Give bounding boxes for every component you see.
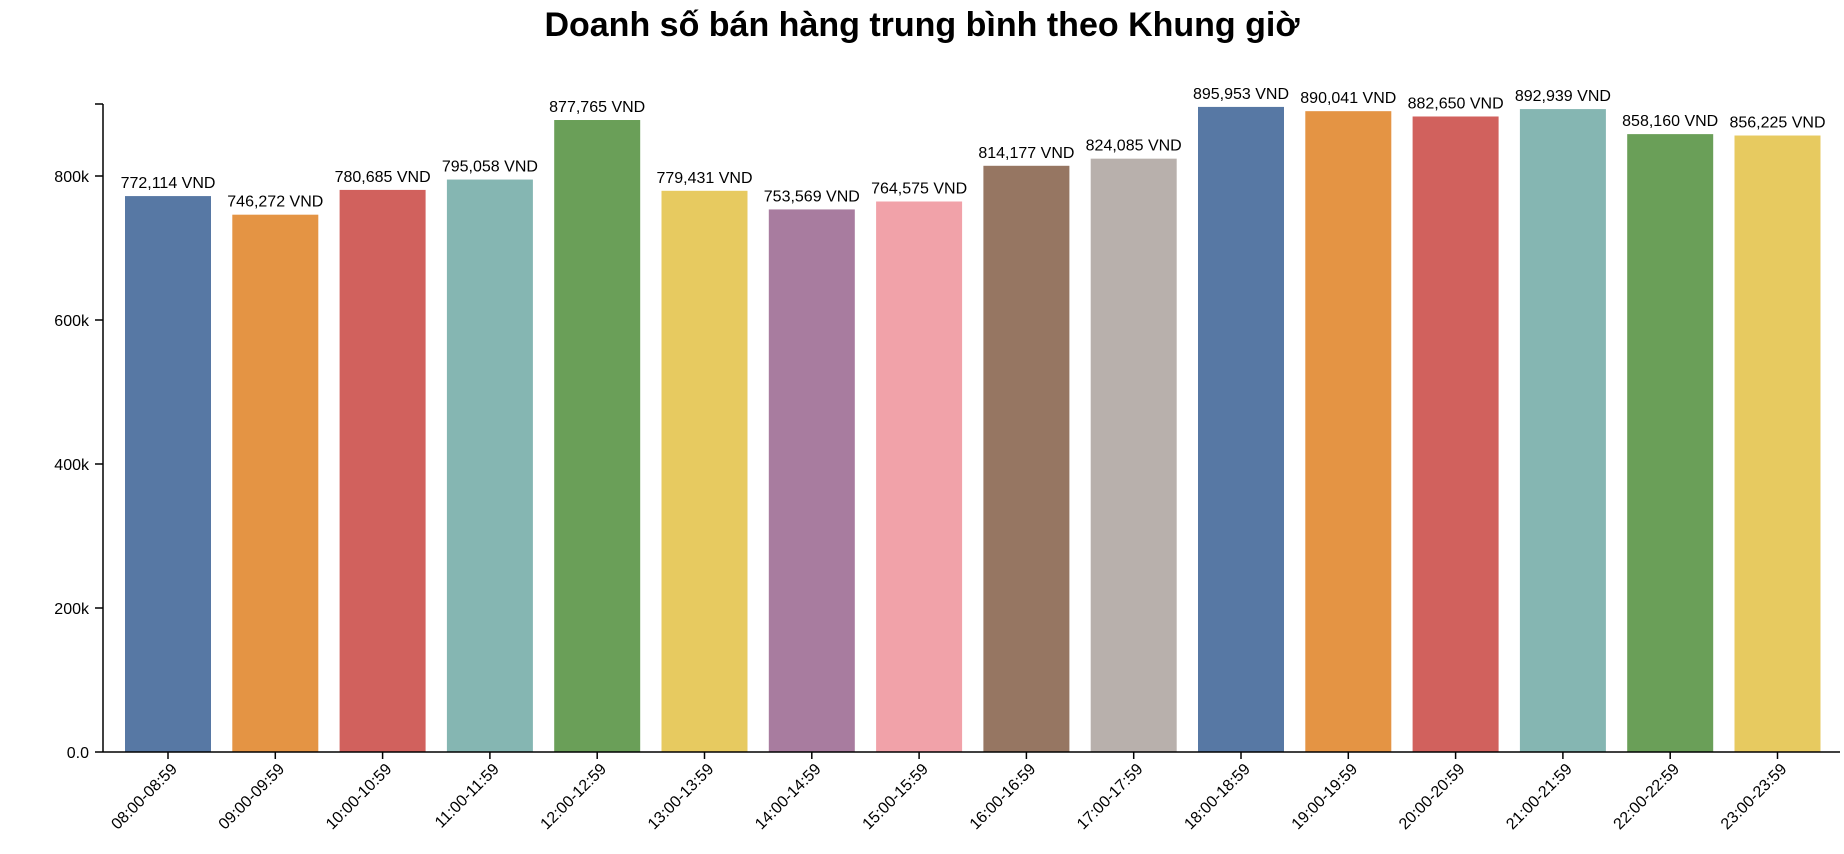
x-tick-label: 14:00-14:59 [752,761,824,833]
bar-value-label: 824,085 VND [1086,138,1182,155]
bar [661,190,748,752]
bar [1305,111,1392,753]
bar-value-label: 764,575 VND [871,181,967,198]
bar [983,165,1070,753]
bar-value-label: 814,177 VND [978,145,1074,162]
bar [554,120,641,752]
y-tick-label: 200k [54,601,90,618]
bar [125,196,211,752]
bar-value-label: 890,041 VND [1300,90,1396,107]
x-tick-label: 12:00-12:59 [538,761,610,833]
bar-value-label: 877,765 VND [549,99,645,116]
bar-value-label: 772,114 VND [121,175,216,192]
bars-group [125,106,1821,753]
x-tick-label: 09:00-09:59 [216,761,288,833]
y-tick-label: 600k [54,313,90,330]
bar-value-label: 892,939 VND [1515,88,1611,105]
x-tick-label: 11:00-11:59 [432,761,503,832]
x-tick-label: 13:00-13:59 [645,761,717,833]
x-tick-label: 21:00-21:59 [1503,761,1575,833]
value-labels-group: 772,114 VND 746,272 VND 780,685 VND 795,058… [121,86,1826,211]
x-tick-label: 19:00-19:59 [1289,761,1361,833]
bar [446,179,533,753]
x-tick-label: 18:00-18:59 [1181,761,1253,833]
bar-value-label: 746,272 VND [227,194,323,211]
bar [232,214,319,753]
x-axis: 08:00-08:59 09:00-09:59 10:00-10:59 11:00-1… [103,751,1840,833]
y-tick-label: 400k [54,457,90,474]
y-axis: 0.0 200k 400k 600k 800k [54,103,104,762]
bar [1627,134,1714,752]
bar-value-label: 856,225 VND [1729,115,1825,132]
bar [1734,135,1821,752]
chart-title: Doanh số bán hàng trung bình theo Khung … [544,6,1300,44]
bar [768,209,855,753]
bar [876,201,963,753]
x-tick-label: 23:00-23:59 [1718,761,1790,833]
bar [1519,109,1606,752]
x-tick-label: 16:00-16:59 [967,761,1039,833]
x-tick-label: 20:00-20:59 [1396,761,1468,833]
bar-value-label: 895,953 VND [1193,86,1289,103]
bar [1090,158,1177,752]
bar [339,189,426,752]
y-tick-label: 800k [54,169,90,186]
x-tick-label: 10:00-10:59 [323,761,395,833]
bar-value-label: 795,058 VND [442,159,538,176]
bar-value-label: 858,160 VND [1622,113,1718,130]
x-tick-label: 22:00-22:59 [1611,761,1683,833]
bar [1198,106,1284,753]
x-tick-label: 08:00-08:59 [108,761,180,833]
bar-value-label: 779,431 VND [656,170,752,187]
bar-value-label: 753,569 VND [764,188,860,205]
x-tick-label: 17:00-17:59 [1074,761,1146,833]
x-tick-label: 15:00-15:59 [860,761,932,833]
bar-value-label: 882,650 VND [1408,95,1504,112]
bar-value-label: 780,685 VND [335,169,431,186]
y-tick-label: 0.0 [67,745,89,762]
bar [1412,116,1499,752]
